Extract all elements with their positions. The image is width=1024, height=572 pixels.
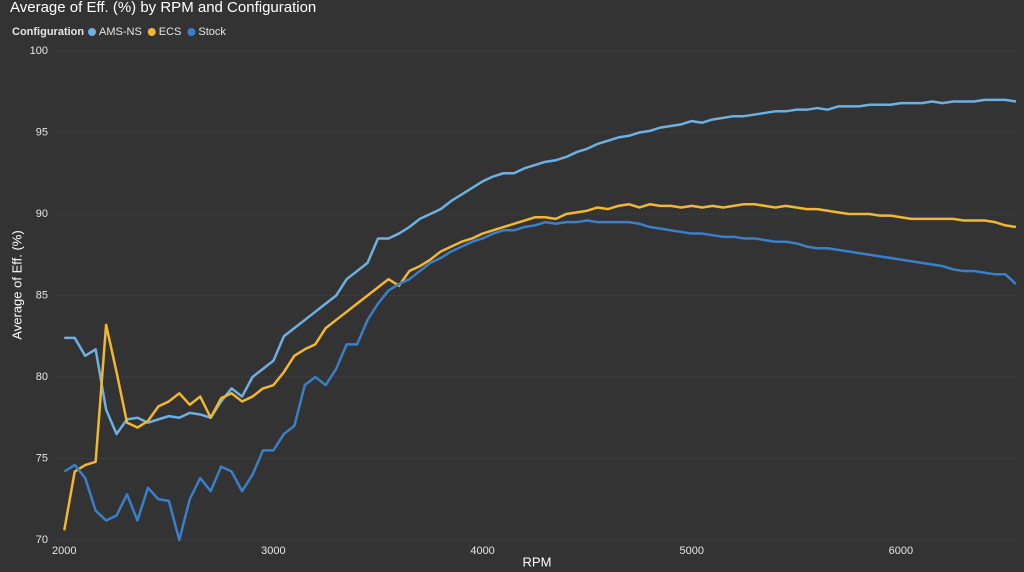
legend-label: ECS (159, 26, 182, 38)
x-tick-label: 3000 (261, 545, 285, 557)
y-tick-label: 100 (30, 45, 48, 57)
y-tick-label: 95 (36, 126, 48, 138)
y-tick-label: 70 (36, 534, 48, 546)
legend-marker (147, 28, 156, 36)
chart-title: Average of Eff. (%) by RPM and Configura… (10, 0, 316, 16)
legend-marker (187, 28, 196, 36)
legend-marker (88, 28, 96, 36)
series-line (64, 98, 1017, 436)
legend-label: AMS-NS (99, 26, 142, 38)
legend-title: Configuration (12, 26, 84, 38)
y-tick-label: 90 (36, 208, 48, 220)
x-tick-label: 5000 (679, 545, 703, 557)
legend-label: Stock (198, 26, 226, 38)
x-tick-label: 6000 (889, 545, 913, 557)
y-tick-label: 85 (36, 289, 48, 301)
y-axis-label: Average of Eff. (%) (9, 230, 24, 339)
x-axis-label: RPM (523, 554, 552, 569)
x-tick-label: 2000 (52, 545, 76, 557)
y-tick-label: 75 (36, 452, 48, 464)
series-line (63, 219, 1017, 542)
x-tick-label: 4000 (470, 545, 494, 557)
series-line (63, 202, 1017, 531)
y-tick-label: 80 (36, 371, 48, 383)
